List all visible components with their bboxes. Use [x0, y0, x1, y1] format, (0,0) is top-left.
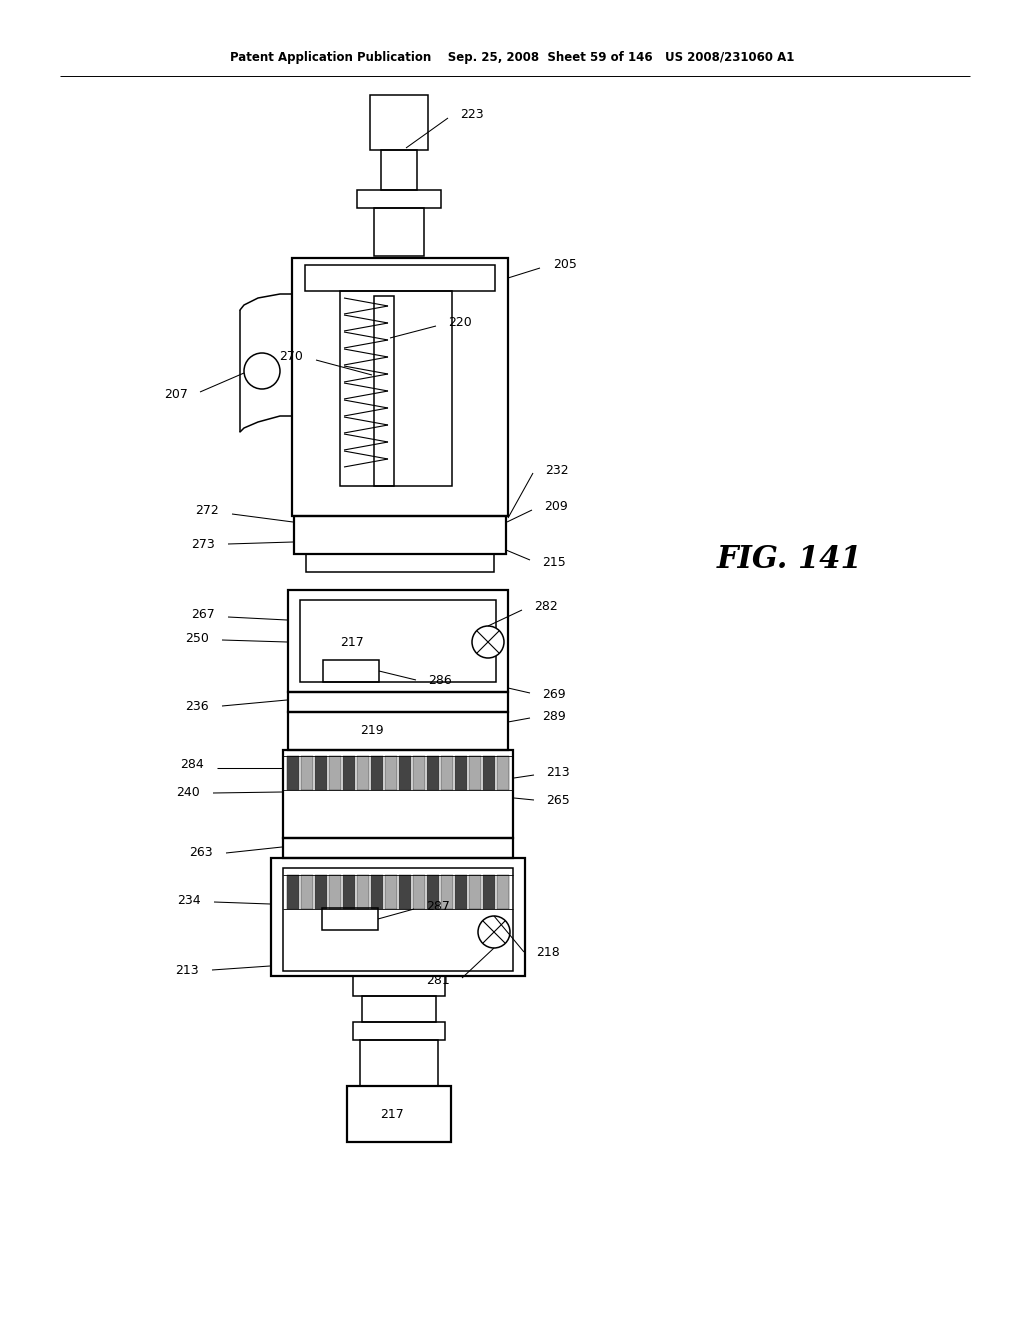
Text: 218: 218: [536, 946, 560, 960]
Bar: [353, 975, 445, 997]
Bar: [497, 875, 509, 909]
Bar: [441, 756, 453, 789]
Bar: [370, 95, 428, 150]
Text: 269: 269: [542, 688, 565, 701]
Text: 207: 207: [164, 388, 188, 401]
Bar: [399, 756, 411, 789]
Circle shape: [472, 626, 504, 657]
Text: 286: 286: [428, 673, 452, 686]
Bar: [353, 1022, 445, 1040]
Bar: [469, 875, 481, 909]
Bar: [381, 150, 417, 190]
Text: 287: 287: [426, 900, 450, 913]
Bar: [455, 875, 467, 909]
Bar: [357, 756, 369, 789]
Text: 219: 219: [360, 725, 384, 738]
Bar: [343, 756, 355, 789]
Bar: [271, 858, 525, 975]
Bar: [427, 756, 439, 789]
Bar: [441, 875, 453, 909]
Text: 263: 263: [189, 846, 213, 859]
Bar: [322, 908, 378, 931]
Text: 223: 223: [460, 107, 483, 120]
Text: 209: 209: [544, 500, 567, 513]
Text: 289: 289: [542, 710, 565, 723]
Text: 272: 272: [196, 504, 219, 517]
Bar: [288, 711, 508, 750]
Text: 213: 213: [546, 767, 569, 780]
Bar: [362, 997, 436, 1022]
Bar: [315, 875, 327, 909]
Text: 273: 273: [191, 537, 215, 550]
Bar: [483, 756, 495, 789]
Bar: [399, 875, 411, 909]
Text: 267: 267: [191, 607, 215, 620]
Text: Patent Application Publication    Sep. 25, 2008  Sheet 59 of 146   US 2008/23106: Patent Application Publication Sep. 25, …: [229, 51, 795, 65]
Text: 205: 205: [553, 259, 577, 272]
Bar: [294, 516, 506, 554]
Bar: [301, 756, 313, 789]
Bar: [329, 875, 341, 909]
Text: 232: 232: [545, 463, 568, 477]
Text: 281: 281: [426, 974, 450, 986]
Text: 213: 213: [175, 964, 199, 977]
Bar: [283, 838, 513, 858]
Bar: [292, 257, 508, 516]
Bar: [315, 756, 327, 789]
Text: 217: 217: [380, 1107, 403, 1121]
Bar: [347, 1086, 451, 1142]
Bar: [357, 190, 441, 209]
Bar: [300, 601, 496, 682]
Bar: [323, 660, 379, 682]
Text: 265: 265: [546, 793, 569, 807]
Bar: [301, 875, 313, 909]
Text: 284: 284: [180, 759, 204, 771]
Text: 234: 234: [177, 894, 201, 907]
Bar: [469, 756, 481, 789]
Bar: [306, 554, 494, 572]
Bar: [427, 875, 439, 909]
Text: FIG. 141: FIG. 141: [717, 544, 863, 576]
Bar: [413, 756, 425, 789]
Text: 217: 217: [340, 635, 364, 648]
Bar: [497, 756, 509, 789]
Bar: [360, 1040, 438, 1086]
Bar: [287, 875, 299, 909]
Text: 250: 250: [185, 631, 209, 644]
Bar: [385, 875, 397, 909]
Bar: [283, 869, 513, 972]
Text: 220: 220: [449, 317, 472, 330]
Bar: [288, 590, 508, 692]
Bar: [413, 875, 425, 909]
Bar: [371, 756, 383, 789]
Text: 215: 215: [542, 556, 565, 569]
Bar: [371, 875, 383, 909]
Text: 240: 240: [176, 787, 200, 800]
Bar: [343, 875, 355, 909]
Circle shape: [478, 916, 510, 948]
Bar: [288, 692, 508, 711]
Circle shape: [244, 352, 280, 389]
Bar: [374, 209, 424, 256]
Bar: [374, 296, 394, 486]
Text: 236: 236: [185, 701, 209, 714]
Text: 282: 282: [534, 601, 558, 614]
Bar: [287, 756, 299, 789]
Bar: [483, 875, 495, 909]
Bar: [385, 756, 397, 789]
Bar: [357, 875, 369, 909]
Bar: [283, 750, 513, 838]
Bar: [340, 290, 452, 486]
Text: 270: 270: [280, 351, 303, 363]
Bar: [329, 756, 341, 789]
Bar: [305, 265, 495, 290]
Bar: [455, 756, 467, 789]
